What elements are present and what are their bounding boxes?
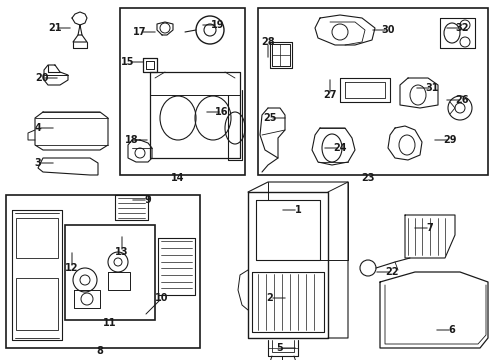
Text: 4: 4 xyxy=(35,123,41,133)
Text: 19: 19 xyxy=(211,20,225,30)
Text: 20: 20 xyxy=(35,73,49,83)
Text: 29: 29 xyxy=(443,135,457,145)
Text: 1: 1 xyxy=(294,205,301,215)
Text: 30: 30 xyxy=(381,25,395,35)
Text: 26: 26 xyxy=(455,95,469,105)
Text: 18: 18 xyxy=(125,135,139,145)
Text: 8: 8 xyxy=(97,346,103,356)
Text: 14: 14 xyxy=(171,173,185,183)
Text: 7: 7 xyxy=(427,223,433,233)
Text: 9: 9 xyxy=(145,195,151,205)
Bar xyxy=(258,8,488,175)
Text: 22: 22 xyxy=(385,267,399,277)
Bar xyxy=(16,218,58,258)
Text: 32: 32 xyxy=(455,23,469,33)
Text: 28: 28 xyxy=(261,37,275,47)
Bar xyxy=(16,278,58,330)
Text: 10: 10 xyxy=(155,293,169,303)
Text: 21: 21 xyxy=(48,23,62,33)
Text: 16: 16 xyxy=(215,107,229,117)
Bar xyxy=(6,195,200,348)
Text: 27: 27 xyxy=(323,90,337,100)
Text: 13: 13 xyxy=(115,247,129,257)
Text: 5: 5 xyxy=(277,343,283,353)
Text: 3: 3 xyxy=(35,158,41,168)
Bar xyxy=(120,8,245,175)
Text: 31: 31 xyxy=(425,83,439,93)
Bar xyxy=(65,225,155,320)
Text: 25: 25 xyxy=(263,113,277,123)
Text: 15: 15 xyxy=(121,57,135,67)
Text: 17: 17 xyxy=(133,27,147,37)
Text: 2: 2 xyxy=(267,293,273,303)
Text: 12: 12 xyxy=(65,263,79,273)
Text: 24: 24 xyxy=(333,143,347,153)
Text: 6: 6 xyxy=(449,325,455,335)
Text: 11: 11 xyxy=(103,318,117,328)
Text: 23: 23 xyxy=(361,173,375,183)
